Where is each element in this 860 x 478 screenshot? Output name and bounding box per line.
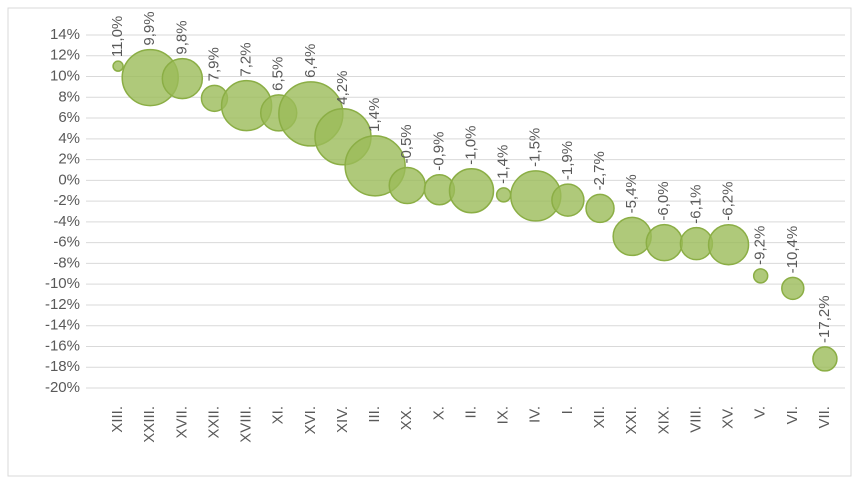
data-label: -1,4% [495,145,512,184]
data-label: -9,2% [752,226,769,265]
y-tick-label: -18% [45,358,80,375]
y-tick-label: -12% [45,296,80,313]
y-tick-label: -10% [45,275,80,292]
bubble [752,268,769,284]
x-tick-label: VIII. [687,406,704,433]
x-tick-label: VI. [784,406,801,424]
y-tick-label: -20% [45,379,80,396]
data-label: 7,9% [205,47,222,81]
y-tick-label: -2% [53,192,80,209]
x-tick-label: XV. [720,406,737,429]
y-tick-label: 14% [50,26,80,43]
bubble [707,223,750,266]
y-tick-label: 4% [58,130,80,147]
bubble [812,346,838,372]
y-tick-label: 10% [50,67,80,84]
data-label: 9,8% [173,20,190,54]
x-tick-label: X. [430,406,447,420]
data-label: -6,1% [687,184,704,223]
x-tick-label: XVII. [173,406,190,439]
x-tick-label: XII. [591,406,608,429]
data-label: 6,5% [270,57,287,91]
bubble [612,216,652,257]
x-tick-label: XIV. [334,406,351,433]
data-label: -1,9% [559,141,576,180]
bubble [585,193,615,224]
bubble [495,187,512,203]
data-label: 7,2% [238,42,255,76]
bubble [781,276,805,301]
x-tick-label: IX. [495,406,512,424]
x-tick-label: XXI. [623,406,640,434]
bubble [388,166,426,205]
y-tick-label: 12% [50,47,80,64]
data-label: 9,9% [141,11,158,45]
x-tick-label: II. [462,406,479,419]
bubble [112,60,124,72]
x-tick-label: XIII. [109,406,126,433]
x-tick-label: XXIII. [141,406,158,443]
y-tick-label: -8% [53,254,80,271]
x-tick-label: XX. [398,406,415,430]
x-tick-label: XXII. [205,406,222,439]
data-label: -6,2% [720,182,737,221]
data-label: 4,2% [334,71,351,105]
x-tick-label: XVIII. [238,406,255,443]
data-label: -1,0% [462,126,479,165]
x-tick-label: IV. [527,406,544,423]
data-label: -6,0% [655,181,672,220]
y-tick-label: 0% [58,171,80,188]
data-label: -1,5% [527,128,544,167]
x-tick-label: III. [366,406,383,423]
data-label: -2,7% [591,151,608,190]
data-label: 1,4% [366,98,383,132]
y-tick-label: -16% [45,337,80,354]
x-tick-label: V. [752,406,769,419]
y-tick-label: -4% [53,213,80,230]
y-tick-label: 6% [58,109,80,126]
bubble [679,226,714,261]
data-label: -0,9% [430,132,447,171]
x-tick-label: XI. [270,406,287,424]
bubble [161,57,204,100]
y-tick-label: 8% [58,88,80,105]
data-label: 6,4% [302,44,319,78]
data-label: -10,4% [784,226,801,274]
y-tick-label: 2% [58,151,80,168]
y-tick-label: -14% [45,317,80,334]
bubble [551,183,585,217]
y-tick-label: -6% [53,234,80,251]
bubble [448,167,495,214]
data-label: 11,0% [109,16,126,57]
data-label: -0,5% [398,124,415,163]
data-label: -17,2% [816,295,833,343]
bubble [645,223,684,262]
data-label: -5,4% [623,174,640,213]
x-tick-label: VII. [816,406,833,429]
x-tick-label: I. [559,406,576,414]
x-tick-label: XIX. [655,406,672,434]
x-tick-label: XVI. [302,406,319,434]
